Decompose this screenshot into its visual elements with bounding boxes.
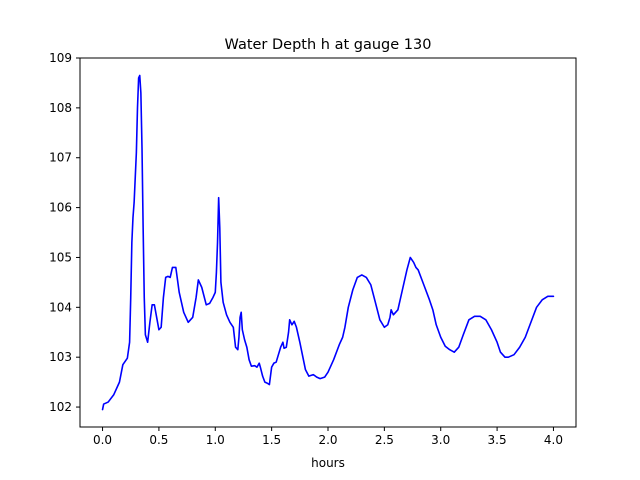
chart-title: Water Depth h at gauge 130 <box>225 37 432 53</box>
y-tick-label: 104 <box>49 300 72 314</box>
y-tick-label: 109 <box>49 51 72 65</box>
plot-area: 0.0 0.5 1.0 1.5 2.0 2.5 3.0 3.5 4.0 102 103 104 105 1… <box>49 51 577 447</box>
y-tick-label: 102 <box>49 400 72 414</box>
y-tick-label: 103 <box>49 350 72 364</box>
y-tick-label: 107 <box>49 151 72 165</box>
y-tick-label: 108 <box>49 101 72 115</box>
x-axis-label: hours <box>311 456 345 470</box>
x-tick-label: 1.5 <box>262 433 281 447</box>
x-tick-label: 4.0 <box>544 433 563 447</box>
data-series-line-0 <box>101 74 555 411</box>
x-tick-label: 1.0 <box>206 433 225 447</box>
y-tick-label: 105 <box>49 250 72 264</box>
x-tick-label: 3.0 <box>431 433 450 447</box>
x-tick-label: 0.0 <box>93 433 112 447</box>
x-tick-label: 2.5 <box>375 433 394 447</box>
x-tick-label: 2.0 <box>318 433 337 447</box>
x-tick-label: 3.5 <box>488 433 507 447</box>
y-tick-label: 106 <box>49 201 72 215</box>
x-tick-label: 0.5 <box>149 433 168 447</box>
